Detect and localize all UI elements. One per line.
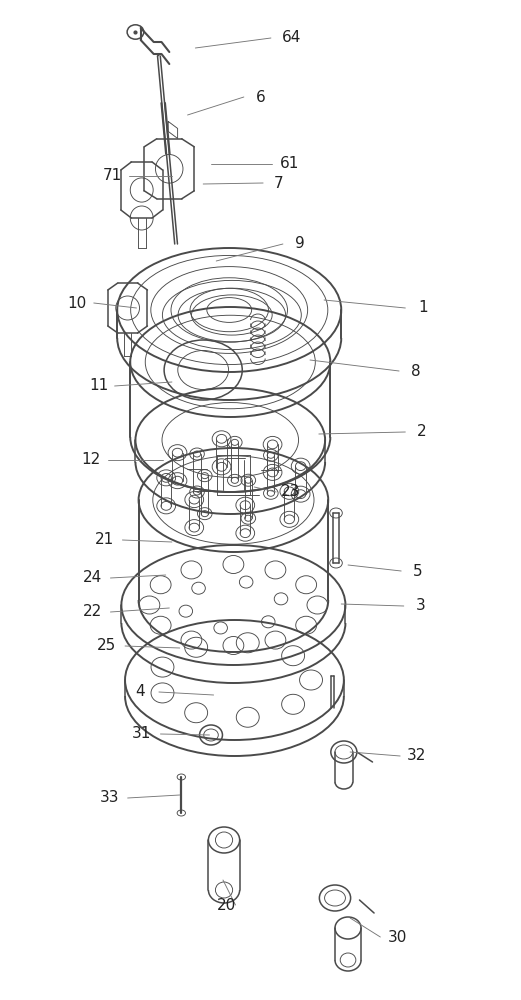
Text: 3: 3 bbox=[416, 598, 426, 613]
Text: 8: 8 bbox=[411, 363, 420, 378]
Text: 25: 25 bbox=[97, 639, 116, 654]
Text: 10: 10 bbox=[68, 296, 86, 310]
Text: 21: 21 bbox=[95, 532, 114, 548]
Text: 12: 12 bbox=[82, 452, 101, 468]
Text: 20: 20 bbox=[217, 898, 236, 912]
Text: 33: 33 bbox=[100, 790, 119, 806]
Text: 1: 1 bbox=[418, 300, 428, 316]
Text: 31: 31 bbox=[132, 726, 152, 742]
Text: 32: 32 bbox=[407, 748, 427, 764]
Text: 23: 23 bbox=[281, 485, 301, 499]
Text: 30: 30 bbox=[387, 930, 407, 944]
Text: 61: 61 bbox=[279, 156, 299, 172]
Text: 71: 71 bbox=[103, 168, 121, 184]
Text: 24: 24 bbox=[83, 570, 102, 585]
Text: 6: 6 bbox=[256, 90, 265, 104]
Text: 7: 7 bbox=[274, 176, 283, 190]
Text: 2: 2 bbox=[417, 424, 427, 440]
Text: 64: 64 bbox=[282, 30, 302, 45]
Text: 5: 5 bbox=[413, 564, 423, 578]
Text: 11: 11 bbox=[90, 378, 108, 393]
Text: 22: 22 bbox=[83, 604, 102, 619]
Text: 9: 9 bbox=[295, 236, 304, 251]
Text: 4: 4 bbox=[135, 684, 144, 700]
